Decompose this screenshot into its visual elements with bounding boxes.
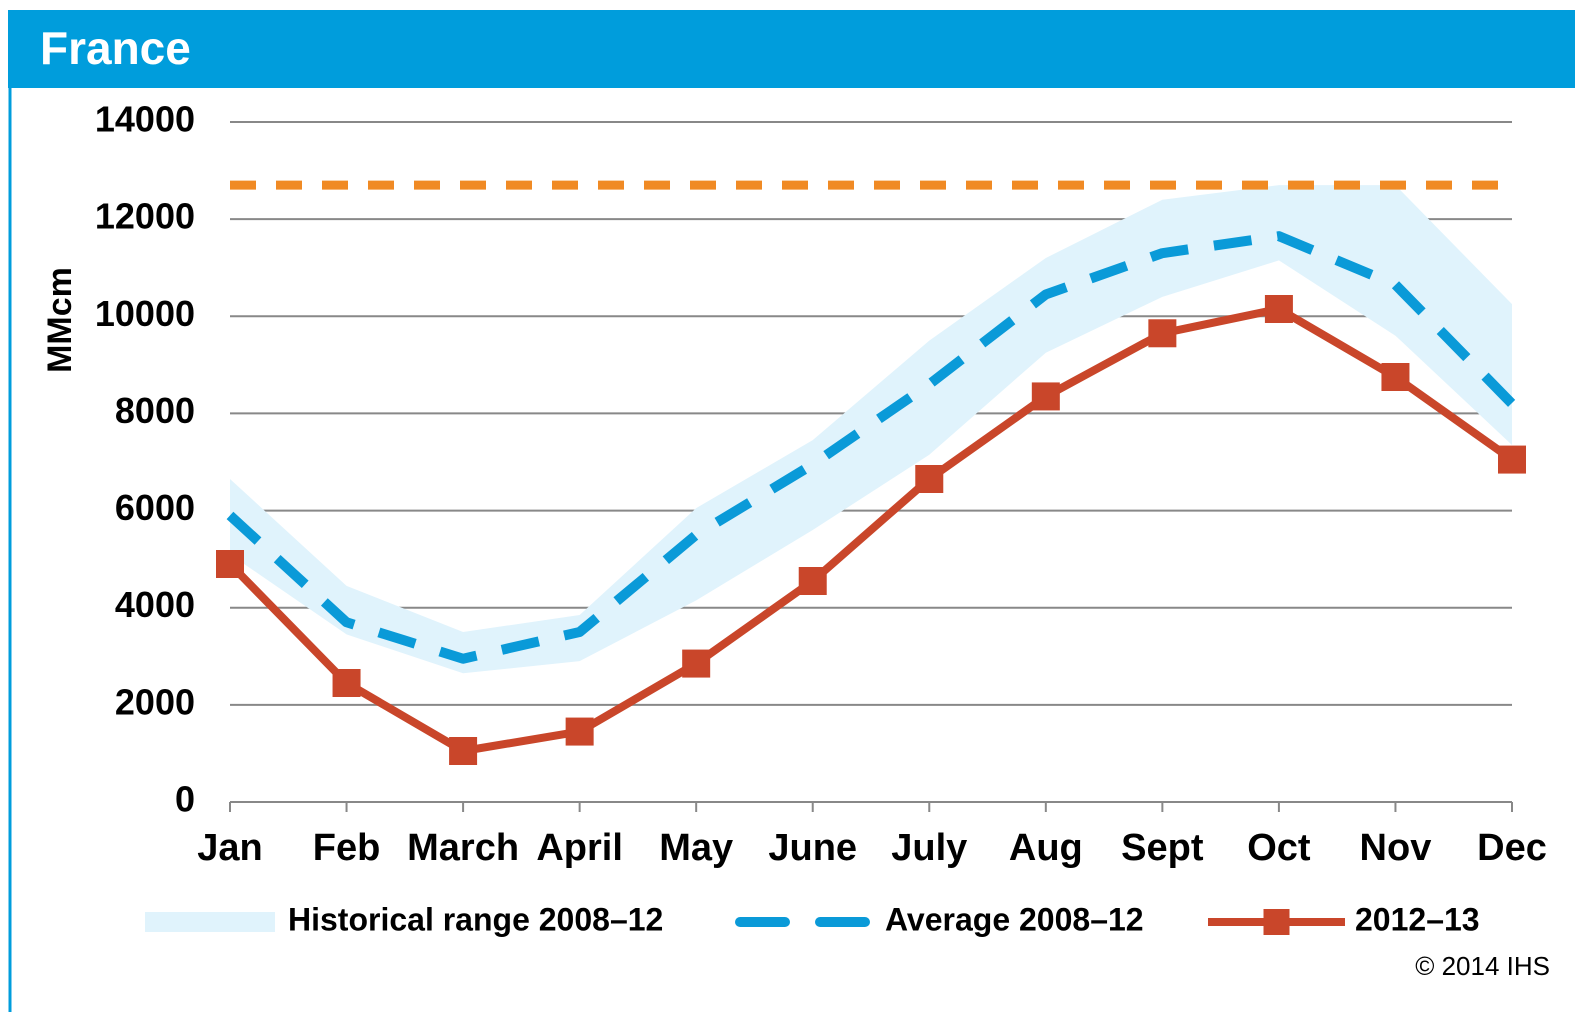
y-tick-label: 6000 [115,487,195,528]
average-line [226,231,1516,664]
x-tick-label: Dec [1477,827,1547,869]
x-tick-label: April [536,827,623,869]
marker [915,465,944,493]
marker [1264,295,1293,323]
marker [1498,445,1526,474]
x-tick-label: May [659,827,733,869]
x-tick-label: July [891,827,967,869]
marker [332,669,361,697]
marker [1148,319,1177,348]
marker [682,649,711,678]
x-tick-label: March [407,827,519,869]
y-tick-label: 14000 [95,99,195,140]
x-tick-label: Nov [1360,827,1432,869]
y-tick-label: 12000 [95,196,195,237]
marker [798,567,827,595]
x-tick-label: Feb [313,827,381,869]
legend-label: 2012–13 [1355,901,1480,937]
marker [449,737,478,765]
legend-label: Average 2008–12 [885,901,1144,937]
marker [216,550,244,578]
y-tick-label: 2000 [115,681,195,722]
series-line [227,305,1515,755]
chart-title: France [40,22,191,74]
x-tick-label: Jan [197,827,262,869]
source: © 2014 IHS [1415,951,1550,981]
y-tick-label: 0 [175,779,195,820]
y-axis-label: MMcm [41,267,79,373]
legend-marker [1263,909,1290,935]
y-tick-label: 8000 [115,390,195,431]
y-tick-label: 10000 [95,293,195,334]
marker [565,717,594,746]
legend-swatch [145,912,275,932]
range-band [230,185,1512,674]
y-tick-label: 4000 [115,584,195,625]
x-tick-label: Aug [1009,827,1083,869]
marker [1031,382,1060,411]
legend-label: Historical range 2008–12 [288,901,663,937]
marker [1381,363,1410,391]
x-tick-label: June [768,827,857,869]
x-tick-label: Sept [1121,827,1204,869]
x-tick-label: Oct [1247,827,1311,869]
header-bar [8,10,1575,88]
